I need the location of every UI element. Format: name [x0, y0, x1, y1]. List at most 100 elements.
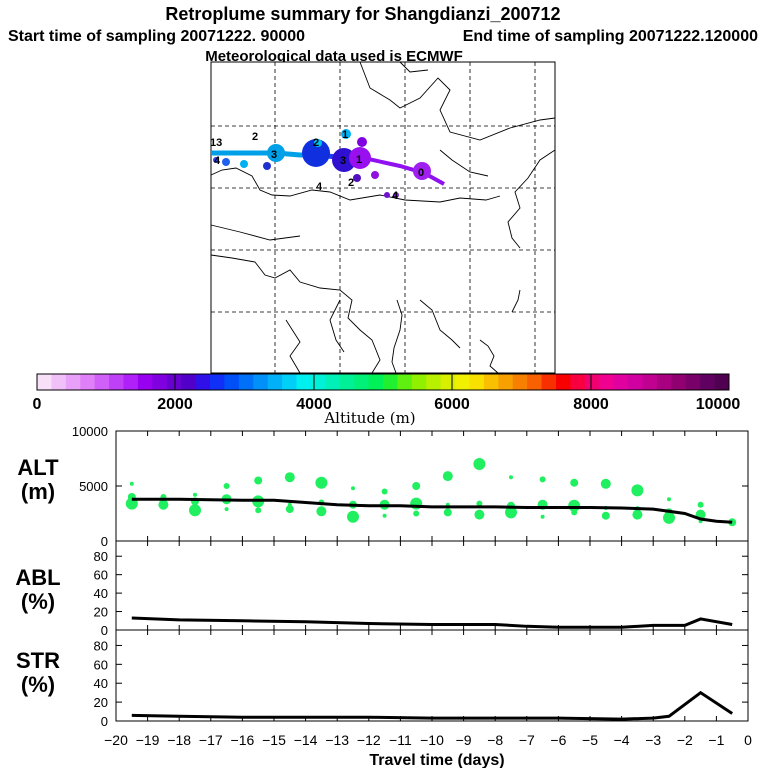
plume-point [474, 509, 485, 520]
y-tick-label: 5000 [79, 479, 108, 494]
colorbar-cell [368, 374, 384, 390]
plume-point [443, 508, 452, 517]
x-axis-label: Travel time (days) [369, 752, 504, 768]
plume-label: 2 [313, 137, 319, 149]
coastlines [210, 61, 556, 374]
plume-point [505, 506, 517, 519]
plume-label: 1 [356, 154, 362, 166]
colorbar-cell [383, 374, 398, 390]
plume-marker [341, 129, 351, 139]
colorbar-cell [123, 374, 139, 390]
str-plot-frame [115, 629, 749, 722]
y-tick-label: 20 [94, 695, 108, 710]
x-tick-label: −16 [231, 732, 255, 748]
colorbar-cell [714, 374, 730, 390]
x-tick-label: −17 [199, 732, 223, 748]
plume-point [255, 507, 262, 514]
colorbar-cell [267, 374, 283, 390]
plume-label: 0 [418, 167, 424, 179]
colorbar-cell [137, 374, 153, 390]
colorbar-cells [37, 374, 730, 390]
abl-ylabel-line1: ABL [15, 565, 60, 590]
plume-point [539, 476, 546, 483]
plume-point [381, 488, 388, 495]
abl-ylabel-line2: (%) [21, 589, 55, 614]
colorbar-tick-label: 0 [33, 396, 42, 413]
plume-point [632, 509, 643, 520]
colorbar-cell [238, 374, 254, 390]
plume-point [631, 484, 644, 497]
y-tick-label: 60 [94, 568, 108, 583]
colorbar-cell [296, 374, 312, 390]
plume-marker [314, 139, 322, 147]
y-tick-label: 80 [94, 638, 108, 653]
x-tick-label: −15 [262, 732, 286, 748]
y-tick-label: 20 [94, 605, 108, 620]
plume-point [667, 497, 671, 502]
plume-point [442, 471, 453, 482]
plume-label: 1 [342, 129, 348, 141]
plume-point [509, 475, 513, 480]
colorbar-cell [541, 374, 557, 390]
colorbar-cell [527, 374, 543, 390]
plume-point [285, 505, 294, 514]
x-tick-label: −7 [519, 732, 535, 748]
alt-ylabel-line1: ALT [17, 455, 59, 480]
plume-marker [222, 158, 230, 166]
y-tick-label: 0 [101, 623, 108, 638]
x-tick-label: −10 [420, 732, 444, 748]
colorbar-tick-label: 10000 [696, 396, 741, 413]
colorbar-cell [411, 374, 427, 390]
x-tick-label: −5 [582, 732, 598, 748]
plume-point [254, 476, 263, 485]
plume-label: 3 [340, 155, 346, 167]
colorbar-tick-label: 4000 [296, 396, 332, 413]
colorbar-cell [310, 374, 326, 390]
y-tick-label: 60 [94, 657, 108, 672]
start-time-label: Start time of sampling 20071222. 90000 [8, 28, 305, 45]
plume-point [193, 492, 197, 497]
colorbar-tick-labels: 0 2000 4000 6000 8000 10000 [33, 396, 741, 413]
trajectory-segment-purple [363, 156, 445, 186]
alt-ylabel-line2: (m) [21, 479, 55, 504]
colorbar-cell [181, 374, 197, 390]
x-tick-label: −9 [456, 732, 472, 748]
y-tick-label: 40 [94, 676, 108, 691]
colorbar-cell [469, 374, 485, 390]
plume-marker [357, 137, 367, 147]
colorbar-cell [51, 374, 67, 390]
plume-marker [349, 147, 371, 169]
plume-point [224, 507, 229, 512]
plume-point [189, 504, 201, 517]
colorbar-tick-label: 2000 [157, 396, 193, 413]
x-tick-label: −20 [104, 732, 128, 748]
plume-point [382, 513, 387, 518]
x-tick-label: 0 [744, 732, 752, 748]
colorbar-tick-label: 8000 [573, 396, 609, 413]
plume-point [473, 458, 486, 470]
plume-point [476, 500, 483, 507]
abl-plot-frame [115, 540, 749, 631]
map-frame [210, 61, 556, 374]
x-tick-label: −19 [136, 732, 160, 748]
colorbar-cell [671, 374, 687, 390]
plume-point [413, 510, 420, 517]
str-ylabel-line1: STR [16, 648, 60, 673]
plume-point [571, 509, 578, 516]
colorbar-tick-label: 6000 [434, 396, 470, 413]
x-tick-label: −14 [294, 732, 318, 748]
x-tick-label: −8 [487, 732, 503, 748]
plume-point [663, 511, 675, 524]
plume-marker [384, 192, 390, 198]
alt-series-line [131, 497, 733, 524]
colorbar-cell [339, 374, 355, 390]
colorbar-cell [354, 374, 370, 390]
x-tick-label: −12 [357, 732, 381, 748]
colorbar-cell [195, 374, 211, 390]
map-gridlines [211, 62, 555, 373]
plume-label: 13 [210, 137, 222, 149]
y-tick-label: 80 [94, 549, 108, 564]
colorbar-cell [656, 374, 672, 390]
plume-point [284, 472, 295, 483]
colorbar-cell [65, 374, 81, 390]
